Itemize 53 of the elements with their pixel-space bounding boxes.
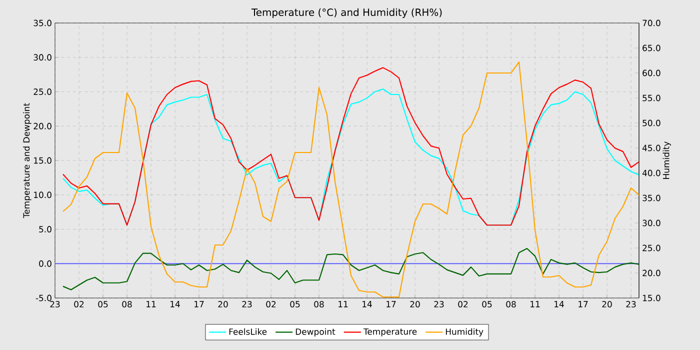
y2-tick-label: 20.0: [642, 270, 660, 276]
y2-tick-label: 15.0: [642, 294, 660, 302]
x-tick-label: 08: [122, 301, 132, 308]
x-tick-label: 02: [74, 301, 84, 308]
x-tick-label: 02: [458, 301, 468, 308]
x-tick-label: 23: [434, 301, 444, 308]
x-tick-label: 05: [98, 301, 108, 308]
x-tick-label: 14: [554, 301, 564, 308]
y-tick-label: -5.0: [36, 294, 52, 302]
y-axis-title: Temperature and Dewpoint: [23, 103, 32, 218]
y-tick-label: 10.0: [34, 192, 52, 198]
y2-tick-label: 65.0: [642, 44, 660, 52]
y2-tick-label: 55.0: [642, 94, 660, 102]
x-tick-label: 20: [218, 301, 228, 308]
x-tick-label: 20: [410, 301, 420, 308]
x-tick-label: 11: [530, 301, 540, 308]
chart-title: Temperature (°C) and Humidity (RH%): [251, 8, 442, 18]
x-tick-label: 05: [290, 301, 300, 308]
y-tick-label: 30.0: [34, 54, 52, 61]
legend-label: Dewpoint: [296, 328, 336, 337]
x-tick-label: 23: [626, 301, 636, 308]
y2-tick-label: 50.0: [642, 120, 660, 126]
x-tick-label: 08: [314, 301, 324, 308]
x-tick-label: 14: [170, 301, 180, 308]
y2-tick-label: 45.0: [642, 144, 660, 152]
x-tick-label: 17: [578, 301, 588, 308]
x-tick-label: 11: [338, 301, 348, 308]
x-tick-label: 17: [386, 301, 396, 308]
x-tick-label: 23: [242, 301, 252, 308]
y2-tick-label: 35.0: [642, 194, 660, 202]
legend-label: FeelsLike: [229, 328, 267, 335]
x-tick-label: 20: [602, 301, 612, 308]
y2-tick-label: 30.0: [642, 220, 660, 226]
y-tick-label: 5.0: [39, 226, 52, 232]
y-tick-label: 0.0: [39, 260, 52, 267]
x-tick-label: 14: [362, 301, 372, 308]
y2-tick-label: 25.0: [642, 244, 660, 252]
x-tick-label: 02: [266, 301, 276, 308]
y-tick-label: 25.0: [34, 88, 52, 95]
y2-tick-label: 60.0: [642, 70, 660, 76]
y-tick-label: 35.0: [34, 20, 52, 26]
x-tick-label: 08: [506, 301, 516, 308]
y2-axis-title: Humidity: [662, 142, 671, 179]
y-tick-label: 20.0: [34, 122, 52, 130]
y2-tick-label: 70.0: [642, 20, 660, 26]
y-tick-label: 15.0: [34, 157, 52, 164]
y2-tick-label: 40.0: [642, 170, 660, 176]
legend-label: Temperature: [363, 328, 417, 336]
legend-label: Humidity: [446, 328, 484, 337]
x-tick-label: 05: [482, 301, 492, 308]
x-tick-label: 11: [146, 301, 156, 308]
x-tick-label: 23: [50, 301, 60, 308]
x-tick-label: 17: [194, 301, 204, 308]
